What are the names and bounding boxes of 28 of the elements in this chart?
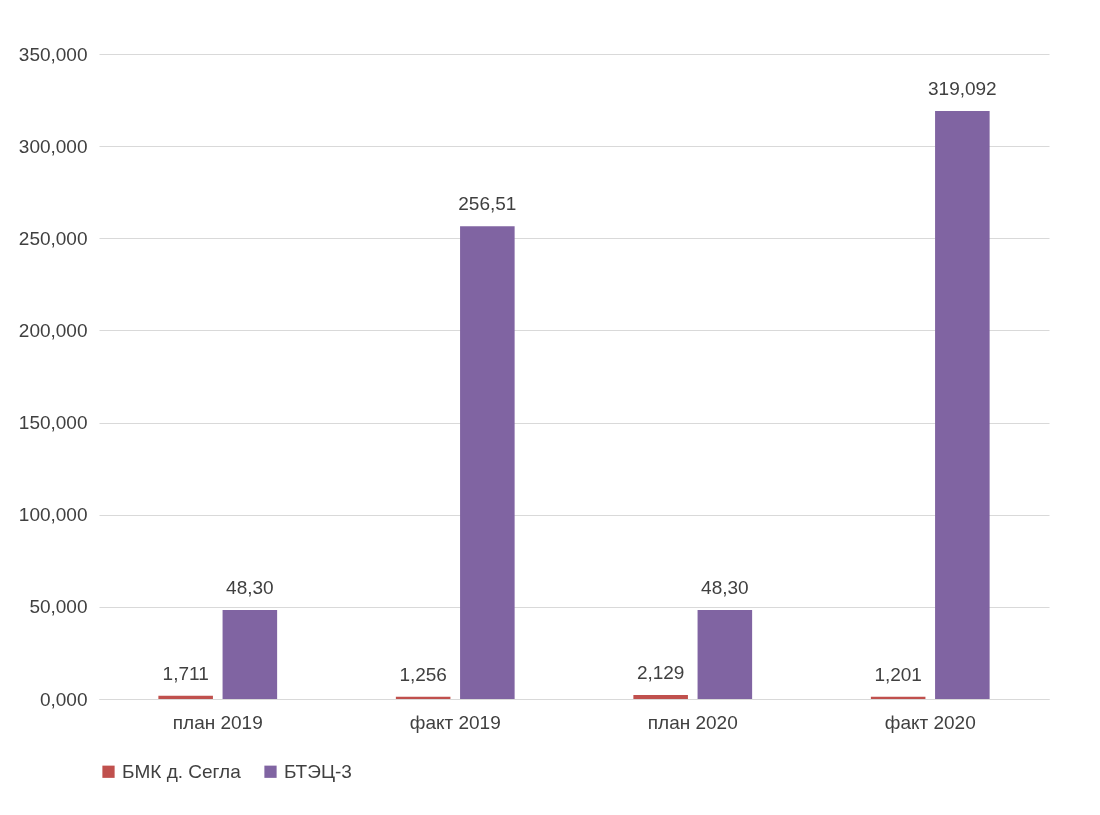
y-tick-label: 300,000 (18, 135, 88, 157)
data-label: 319,092 (928, 77, 997, 99)
data-label: 48,30 (701, 576, 749, 598)
bar (460, 226, 515, 699)
y-tick-label: 200,000 (18, 319, 88, 341)
bar (935, 110, 990, 699)
y-tick-label: 100,000 (18, 504, 88, 526)
y-tick-label: 50,000 (29, 596, 88, 618)
x-tick-label: план 2019 (172, 711, 263, 733)
y-tick-label: 0,000 (39, 688, 88, 710)
legend-label: БМК д. Сегла (122, 760, 242, 782)
data-label: 1,256 (399, 663, 447, 685)
y-tick-label: 350,000 (18, 43, 88, 65)
x-tick-label: план 2020 (647, 711, 738, 733)
data-label: 1,201 (874, 663, 922, 685)
bar (158, 695, 213, 699)
data-label: 256,51 (458, 193, 517, 215)
y-tick-label: 150,000 (18, 412, 88, 434)
data-label: 2,129 (636, 662, 685, 684)
data-label: 48,30 (226, 576, 274, 598)
x-tick-label: факт 2019 (409, 711, 501, 733)
x-tick-label: факт 2020 (884, 711, 976, 733)
legend-label: БТЭЦ-3 (284, 760, 352, 782)
bar (697, 609, 753, 699)
data-label: 1,711 (162, 662, 209, 684)
bar (633, 695, 688, 699)
y-tick-label: 250,000 (18, 227, 88, 249)
bar (222, 609, 278, 699)
